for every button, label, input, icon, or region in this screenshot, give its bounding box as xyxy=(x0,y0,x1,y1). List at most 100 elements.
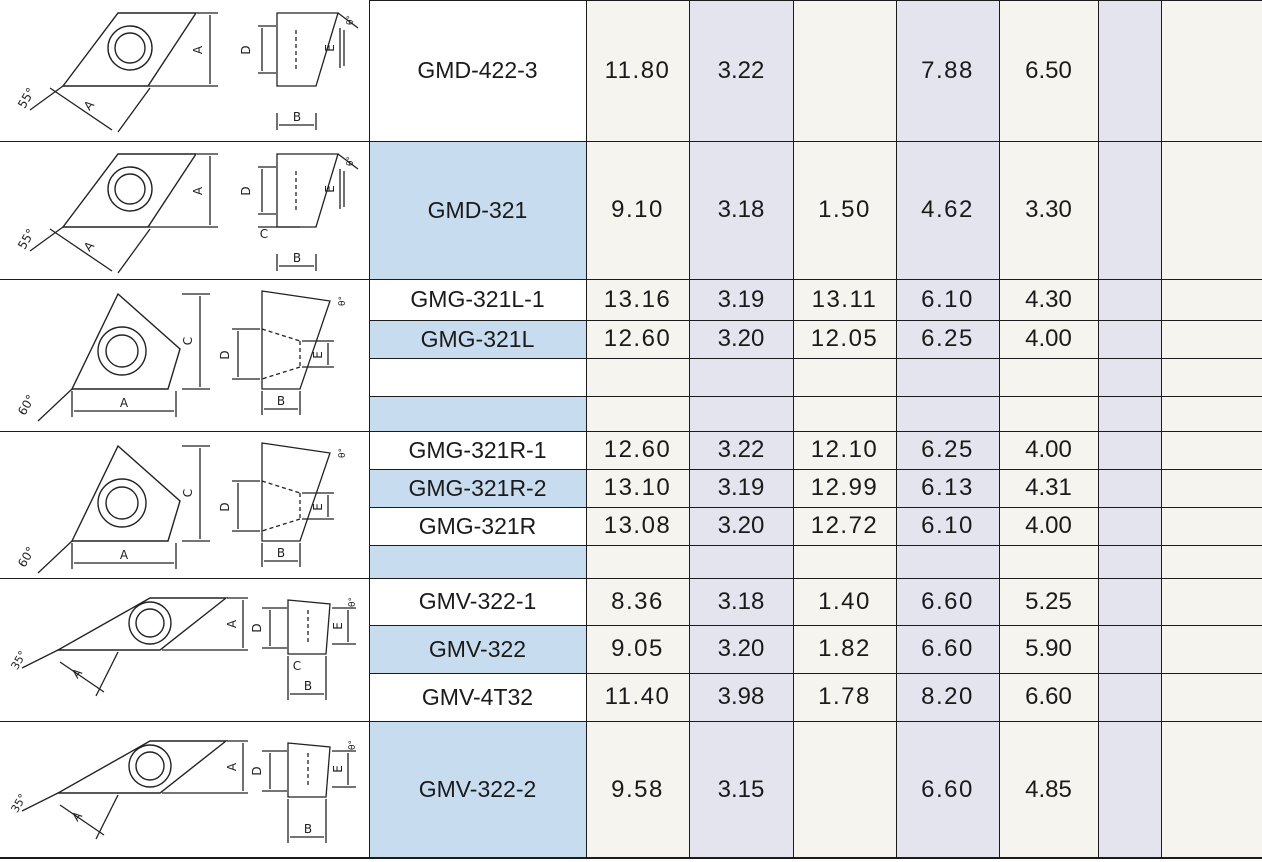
model-cell: GMG-321L-1 xyxy=(369,279,586,320)
dimension-label: 60° xyxy=(15,392,38,417)
dimension-label: A xyxy=(69,665,86,681)
value-cell-1 xyxy=(586,358,689,396)
drawing-line xyxy=(117,228,151,274)
insert-hole-inner xyxy=(135,751,165,781)
value-cell-4: 6.60 xyxy=(921,587,974,615)
drawing-line xyxy=(37,540,73,574)
drawing-line xyxy=(117,87,151,133)
value-cell-5 xyxy=(999,396,1098,431)
drawing-line xyxy=(37,388,73,422)
grid-line xyxy=(1098,0,1099,858)
value-cell-5: 4.00 xyxy=(1025,436,1072,463)
value-cell-5: 6.50 xyxy=(1025,56,1072,84)
grid-line xyxy=(369,358,1262,359)
dimension-label: 35° xyxy=(8,649,29,672)
value-cell-1: 12.60 xyxy=(603,436,672,463)
drawing-line xyxy=(21,649,59,669)
value-cell-3: 1.50 xyxy=(818,196,871,223)
dimension-label: C xyxy=(181,337,195,345)
insert-hole-inner xyxy=(135,608,165,638)
grid-line xyxy=(369,507,1262,508)
column-background xyxy=(793,0,896,858)
value-cell-2: 3.18 xyxy=(717,196,765,223)
drawing-line xyxy=(21,792,59,812)
grid-line xyxy=(896,0,897,858)
model-cell: GMG-321R-2 xyxy=(369,469,586,507)
hidden-line xyxy=(261,328,301,342)
grid-line xyxy=(689,0,690,858)
dimension-label: B xyxy=(277,546,285,560)
value-cell-3 xyxy=(793,396,896,431)
side-view-outline xyxy=(261,290,331,390)
dimension-label: θ° xyxy=(348,740,358,750)
value-cell-1: 13.08 xyxy=(603,512,672,539)
dimension-label: A xyxy=(120,548,129,562)
insert-hole xyxy=(107,166,153,212)
model-cell: GMD-321 xyxy=(369,141,586,279)
value-cell-1: 13.16 xyxy=(603,285,672,313)
side-view-outline xyxy=(287,742,331,798)
dimension-label: E xyxy=(311,503,325,511)
value-cell-5: 4.00 xyxy=(1025,512,1072,539)
value-cell-4: 6.10 xyxy=(921,512,974,539)
value-cell-2: 3.19 xyxy=(717,285,765,313)
grid-line xyxy=(0,578,1262,579)
dimension-label: D xyxy=(239,186,253,195)
drawing-line xyxy=(29,226,64,252)
column-background xyxy=(689,0,793,858)
dimension-label: D xyxy=(250,623,264,632)
side-view-outline xyxy=(276,153,339,228)
dimension-label: A xyxy=(69,808,86,824)
grid-line xyxy=(0,431,1262,432)
grid-line xyxy=(793,0,794,858)
value-cell-2: 3.18 xyxy=(717,587,765,615)
grid-line xyxy=(369,0,1262,1)
dimension-label: A xyxy=(120,396,129,410)
value-cell-1: 9.58 xyxy=(611,775,664,803)
dimension-arrow xyxy=(49,228,113,272)
dimension-label: B xyxy=(304,679,312,693)
insert-hole xyxy=(128,601,172,645)
value-cell-4: 6.25 xyxy=(921,325,974,352)
value-cell-2 xyxy=(689,358,793,396)
value-cell-5 xyxy=(999,545,1098,578)
value-cell-3: 1.82 xyxy=(818,635,871,662)
value-cell-1: 11.40 xyxy=(604,683,671,710)
value-cell-5: 6.60 xyxy=(1025,683,1072,710)
value-cell-1: 9.10 xyxy=(611,196,664,223)
dimension-label: E xyxy=(331,765,345,773)
value-cell-1: 11.80 xyxy=(604,56,671,84)
insert-hole-inner xyxy=(105,486,139,520)
value-cell-5: 4.00 xyxy=(1025,325,1072,352)
value-cell-3: 13.11 xyxy=(811,285,878,313)
insert-outline xyxy=(70,292,181,390)
dimension-label: E xyxy=(331,622,345,630)
grid-line xyxy=(0,279,1262,280)
value-cell-3: 12.10 xyxy=(810,436,879,463)
side-view-outline xyxy=(287,599,331,655)
column-background xyxy=(999,0,1098,858)
grid-line xyxy=(0,141,1262,142)
value-cell-2: 3.98 xyxy=(717,683,765,710)
value-cell-4 xyxy=(896,545,999,578)
value-cell-1: 8.36 xyxy=(611,587,664,615)
dimension-label: E xyxy=(323,185,337,193)
dimension-label: B xyxy=(304,822,312,836)
dimension-arrow xyxy=(49,87,113,131)
value-cell-2 xyxy=(689,396,793,431)
value-cell-5: 4.85 xyxy=(1025,775,1072,803)
value-cell-1 xyxy=(586,545,689,578)
grid-line xyxy=(369,469,1262,470)
value-cell-4: 6.10 xyxy=(921,285,974,313)
column-background xyxy=(586,0,689,858)
insert-outline xyxy=(61,12,198,87)
value-cell-3: 12.05 xyxy=(810,325,879,352)
value-cell-3 xyxy=(793,0,896,141)
grid-line xyxy=(369,396,1262,397)
value-cell-1 xyxy=(586,396,689,431)
dimension-label: θ° xyxy=(346,156,356,166)
dimension-label: B xyxy=(293,110,301,124)
dimension-label: B xyxy=(277,394,285,408)
insert-hole xyxy=(97,478,147,528)
